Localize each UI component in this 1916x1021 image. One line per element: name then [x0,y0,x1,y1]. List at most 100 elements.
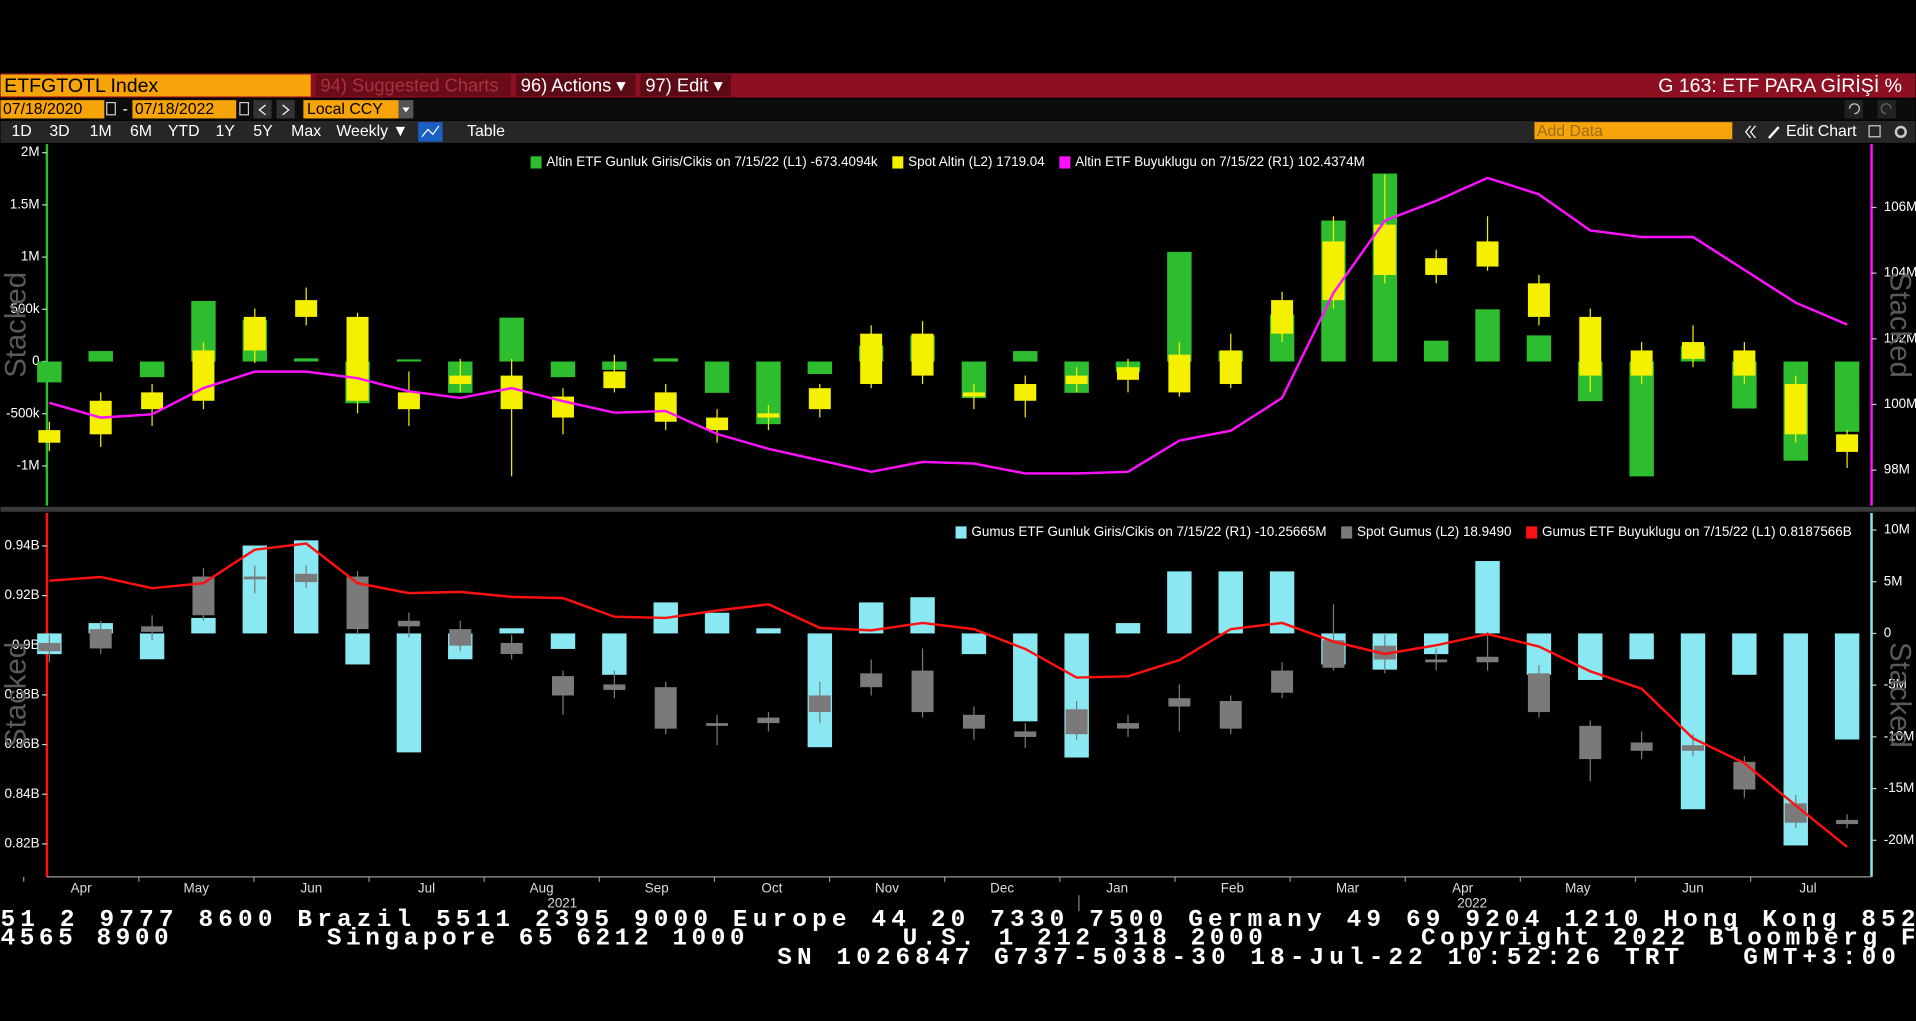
add-data-field[interactable] [1534,122,1733,140]
date-separator: - [123,101,128,118]
candle-body [1425,659,1448,663]
bar [1680,633,1706,810]
x-tick-label: Mar [1336,881,1360,896]
bar [396,633,422,753]
x-tick-label: Dec [990,881,1014,896]
bar [499,317,524,362]
bar [1475,309,1500,362]
next-icon [282,104,290,116]
pencil-icon [1768,126,1780,139]
candle-body [38,430,61,443]
candle-body [860,673,883,688]
period-row [0,120,1916,143]
suggested-button[interactable] [315,74,512,97]
calendar-icon[interactable] [106,101,116,116]
candle-body [1630,350,1653,376]
period-button[interactable]: 5Y [253,123,273,140]
bar [191,617,216,634]
period-button[interactable]: 1M [90,123,112,140]
bar [1732,633,1757,675]
candle-body [1425,258,1448,275]
line [49,542,1848,848]
x-tick-label: Jun [301,881,323,896]
candle-body [911,333,934,376]
x-axis-labels: Apr May Jun Jul Aug Sep Oct Nov Dec Jan Feb Mar Apr M… [23,876,1817,896]
security-field[interactable] [0,74,311,97]
bar [1834,361,1860,432]
bar [807,361,833,375]
redo-button[interactable] [1877,100,1896,119]
bar [499,628,524,634]
candle-body [1271,300,1294,334]
x-tick-label: Aug [530,881,554,896]
candle-body [397,620,420,627]
period-button[interactable]: 6M [130,123,152,140]
bar [653,358,678,362]
y2-tick-label: 0 [1884,625,1891,640]
edit-chart[interactable]: Edit Chart [1786,123,1857,140]
legend-label: Spot Altin (L2) 1719.04 [908,154,1045,169]
calendar-icon[interactable] [239,101,250,116]
bar [139,361,165,378]
candle-body [1527,673,1550,713]
side-label: Stacked [1884,272,1916,378]
y2-tick-label: 5M [1884,573,1903,588]
bar [704,361,730,393]
candle-body [603,371,626,389]
x-tick-label: Jul [418,881,435,896]
candle-body [1784,383,1807,435]
table-button[interactable]: Table [467,123,505,140]
candle-body [1373,645,1396,660]
end-date: 07/18/2022 [135,101,215,118]
end-date-field[interactable] [132,100,237,119]
y2-tick-label: -10M [1884,728,1915,743]
plots: 2M 1.5M 1M 500k 0 -500k -1M 106M 104M 102M 100M 98M… [0,144,1916,877]
x-tick-label: Apr [1452,881,1473,896]
bar [293,358,319,362]
collapse-icon[interactable] [1744,125,1752,139]
candle-body [757,413,780,418]
period-button[interactable]: 1Y [215,123,235,140]
frequency[interactable]: Weekly ▼ [336,123,408,140]
export-icon[interactable] [1868,125,1881,138]
legend-swatch [892,156,904,169]
y-tick-label: 2M [21,144,40,159]
settings-icon[interactable] [1894,125,1907,139]
candle-body [1322,640,1345,668]
edit-button[interactable] [640,74,731,97]
period-button[interactable]: 3D [49,123,69,140]
panel-separator [0,506,1916,512]
candle-body [808,388,831,410]
y-tick-label: 0.94B [5,538,40,553]
next-button[interactable] [276,100,295,119]
candle-body [141,626,164,632]
candle-body [192,576,215,616]
x-tick-label: Jul [1799,881,1816,896]
y-tick-label: 0.9B [12,637,40,652]
candle-body [706,723,729,726]
prev-icon [258,104,266,116]
bar [37,361,62,383]
ticker-line: 51 2 9777 8600 Brazil 5511 2395 9000 Eur… [1,907,1916,934]
period-button[interactable]: 1D [11,123,31,140]
add-data: Add Data [1537,123,1603,140]
y-tick-label: -500k [6,405,40,420]
candle-body [243,576,266,580]
candle-body [1219,700,1242,729]
prev-button[interactable] [253,100,272,119]
bar [550,361,576,378]
undo-button[interactable] [1844,100,1863,119]
candle-body [962,714,985,729]
period-button[interactable]: YTD [168,123,200,140]
y-tick-label: 1M [21,249,40,264]
y-tick-label: 500k [10,301,39,316]
period-button[interactable]: Max [291,123,321,140]
collapse-icon[interactable] [1749,125,1756,139]
currency-field[interactable] [303,100,399,119]
actions-button[interactable] [515,74,636,97]
start-date-field[interactable] [0,100,105,119]
year-label: 2021 [547,895,577,910]
legend-swatch [1341,526,1353,539]
security: ETFGTOTL Index [4,75,158,97]
legend-swatch [1526,526,1538,539]
